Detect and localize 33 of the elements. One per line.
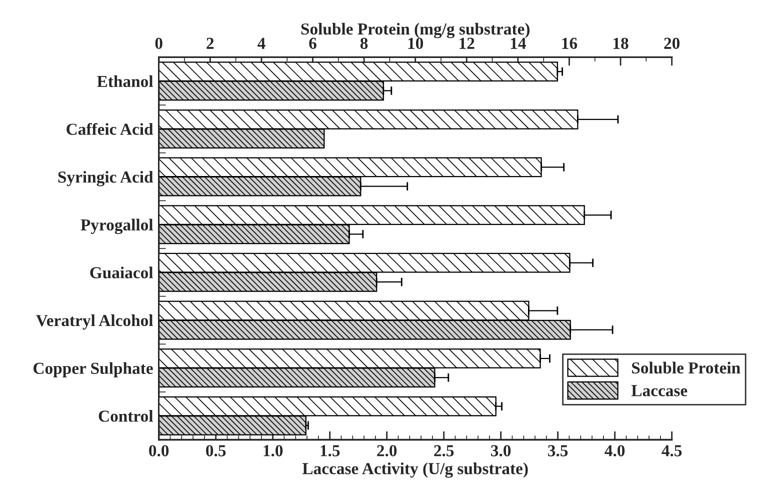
legend-label: Soluble Protein — [632, 362, 740, 374]
x-tick-label: 4.5 — [662, 445, 682, 456]
x-tick-label: 3.5 — [548, 445, 568, 456]
x-tick-label: 1.0 — [264, 445, 283, 456]
x2-tick-label: 4 — [258, 38, 266, 49]
x2-tick-label: 8 — [360, 38, 368, 49]
y-tick-label: Control — [98, 410, 153, 422]
x-tick-label: 3.0 — [491, 445, 511, 456]
x2-tick-label: 18 — [614, 38, 628, 49]
x2-tick-label: 16 — [562, 38, 578, 49]
x2-tick-label: 10 — [408, 38, 424, 49]
x-tick-label: 0.5 — [206, 445, 226, 456]
y-tick-label: Ethanol — [97, 75, 154, 88]
y-tick-label: Pyrogallol — [80, 218, 153, 234]
y-tick-label: Guaiacol — [90, 266, 153, 278]
x-tick-label: 1.5 — [320, 445, 340, 456]
x2-tick-label: 6 — [309, 38, 316, 49]
x-tick-label: 2.0 — [377, 445, 397, 456]
x-tick-label: 0.0 — [149, 445, 169, 456]
x2-tick-label: 12 — [460, 38, 474, 49]
x2-tick-label: 20 — [664, 38, 680, 49]
y-tick-label: Veratryl Alcohol — [36, 314, 153, 330]
legend-label: Laccase — [631, 385, 688, 396]
y-tick-label: Syringic Acid — [58, 170, 154, 186]
x2-tick-label: 0 — [155, 38, 162, 49]
x-axis-title: Laccase Activity (U/g substrate) — [302, 462, 528, 478]
x-tick-label: 2.5 — [434, 445, 454, 456]
y-tick-label: Caffeic Acid — [66, 123, 154, 135]
y-tick-label: Copper Sulphate — [34, 362, 153, 378]
x-tick-label: 4.0 — [604, 445, 625, 456]
x2-tick-label: 14 — [510, 38, 526, 49]
x2-axis-title: Soluble Protein (mg/g substrate) — [301, 22, 530, 38]
x2-tick-label: 2 — [206, 38, 214, 49]
